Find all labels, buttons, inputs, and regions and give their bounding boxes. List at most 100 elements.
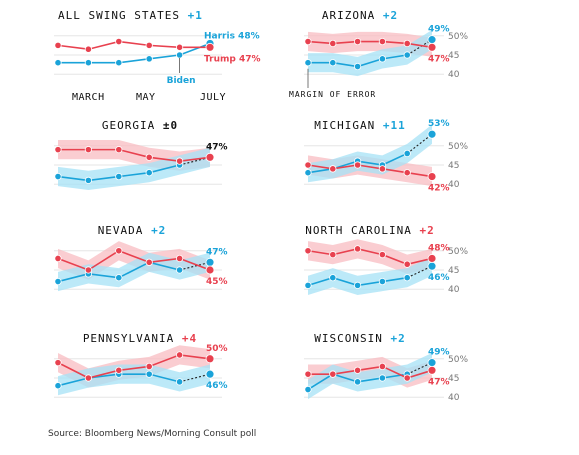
trump-point (378, 165, 387, 173)
trump-line (57, 40, 210, 51)
harris-dashed-segment (179, 373, 211, 383)
harris-point (403, 274, 411, 282)
harris-point (427, 35, 437, 45)
trump-point (354, 161, 362, 169)
chart-michigan: 50% 45 40 53% 42% (304, 119, 468, 194)
chart-nevada: 47% 45% (54, 241, 228, 292)
harris-point (329, 59, 337, 67)
harris-end-label: 49% (428, 25, 450, 35)
trump-point (304, 370, 312, 378)
trump-point (145, 153, 153, 161)
y-tick-label: 50% (448, 355, 468, 365)
harris-point (205, 369, 215, 379)
trump-error-band (308, 239, 432, 274)
month-label: JULY (200, 92, 226, 103)
trump-point (176, 351, 184, 359)
harris-point (54, 277, 62, 286)
trump-point (176, 43, 184, 51)
lead-badge: +2 (151, 224, 167, 237)
trump-point (378, 362, 387, 371)
trump-end-label: 47% (428, 377, 450, 387)
harris-point (378, 277, 387, 286)
harris-point (54, 382, 62, 390)
harris-dashed-segment (406, 265, 433, 279)
chart-north-carolina: 50% 45 40 46% 48% (304, 239, 468, 295)
harris-point (403, 51, 411, 59)
lead-badge: +11 (382, 119, 406, 132)
panel-wisconsin: WISCONSIN +2 50% 45 40 49% 47% (290, 320, 579, 425)
trump-point (84, 266, 93, 274)
month-label: MARCH (72, 92, 105, 103)
state-name: MICHIGAN (314, 119, 376, 132)
trump-point (329, 165, 337, 173)
trump-line (307, 248, 433, 266)
panel-nevada: NEVADA +2 47% 45% (0, 215, 290, 320)
trump-point (54, 146, 62, 154)
trump-point (54, 254, 62, 263)
panel-title: ARIZONA +2 (270, 9, 450, 22)
harris-error-band (58, 364, 210, 396)
y-tick-label: 50% (448, 142, 468, 152)
trump-point (115, 247, 123, 255)
panel-title: NEVADA +2 (42, 224, 222, 237)
trump-point (427, 254, 437, 263)
panel-michigan: MICHIGAN +11 50% 45 40 53% 42% (290, 110, 579, 215)
harris-point (378, 374, 387, 382)
state-name: NORTH CAROLINA (305, 224, 412, 237)
harris-point (84, 176, 93, 184)
harris-line (58, 42, 211, 64)
trump-point (329, 370, 337, 378)
trump-point (176, 157, 184, 165)
state-name: ALL SWING STATES (58, 9, 180, 22)
biden-label: Biden (167, 76, 196, 86)
trump-end-label: 45% (206, 277, 228, 287)
harris-point (304, 169, 312, 177)
trump-point (403, 260, 411, 268)
harris-dashed-segment (179, 261, 211, 271)
chart-wisconsin: 50% 45 40 49% 47% (304, 348, 468, 403)
trump-point (54, 359, 62, 367)
harris-error-band (308, 30, 432, 77)
panel-title: WISCONSIN +2 (270, 332, 450, 345)
harris-point (354, 281, 362, 289)
trump-line (58, 148, 211, 162)
harris-point (427, 261, 437, 271)
month-label: MAY (136, 92, 156, 103)
trump-point (304, 161, 312, 169)
panel-all-swing-states: ALL SWING STATES +1 Harris 48% Trump 47% B… (0, 0, 290, 110)
trump-point (84, 45, 93, 53)
trump-line (57, 354, 211, 379)
trump-point (205, 152, 215, 162)
lead-badge: +2 (390, 332, 406, 345)
trump-point (427, 365, 437, 375)
harris-point (145, 55, 153, 63)
panel-title: ALL SWING STATES +1 (58, 9, 238, 22)
y-tick-label: 45 (448, 161, 459, 171)
harris-point (427, 129, 437, 139)
panel-title: GEORGIA ±0 (50, 119, 230, 132)
trump-end-label: 42% (428, 184, 450, 194)
harris-point (354, 378, 362, 386)
harris-point (354, 62, 362, 71)
harris-error-band (308, 256, 432, 295)
trump-point (403, 39, 411, 48)
y-tick-label: 50% (448, 247, 468, 257)
state-name: NEVADA (97, 224, 144, 237)
lead-badge: +4 (181, 332, 198, 345)
harris-point (54, 172, 62, 181)
harris-end-label: 47% (206, 142, 228, 152)
harris-name-label: Harris 48% (204, 31, 260, 41)
trump-point (84, 374, 93, 382)
chart-arizona: 50% 45 40 49% 47% MARGIN OF ERROR (289, 25, 468, 99)
trump-point (205, 265, 215, 275)
trump-point (354, 37, 362, 46)
harris-dashed-segment (179, 156, 211, 166)
trump-end-label: 50% (206, 344, 228, 354)
trump-point (205, 354, 215, 364)
state-name: PENNSYLVANIA (82, 332, 175, 345)
y-tick-label: 50% (448, 32, 468, 42)
trump-point (329, 39, 337, 48)
y-tick-label: 40 (448, 285, 460, 295)
harris-point (84, 59, 93, 67)
panel-title: NORTH CAROLINA +2 (280, 224, 460, 237)
